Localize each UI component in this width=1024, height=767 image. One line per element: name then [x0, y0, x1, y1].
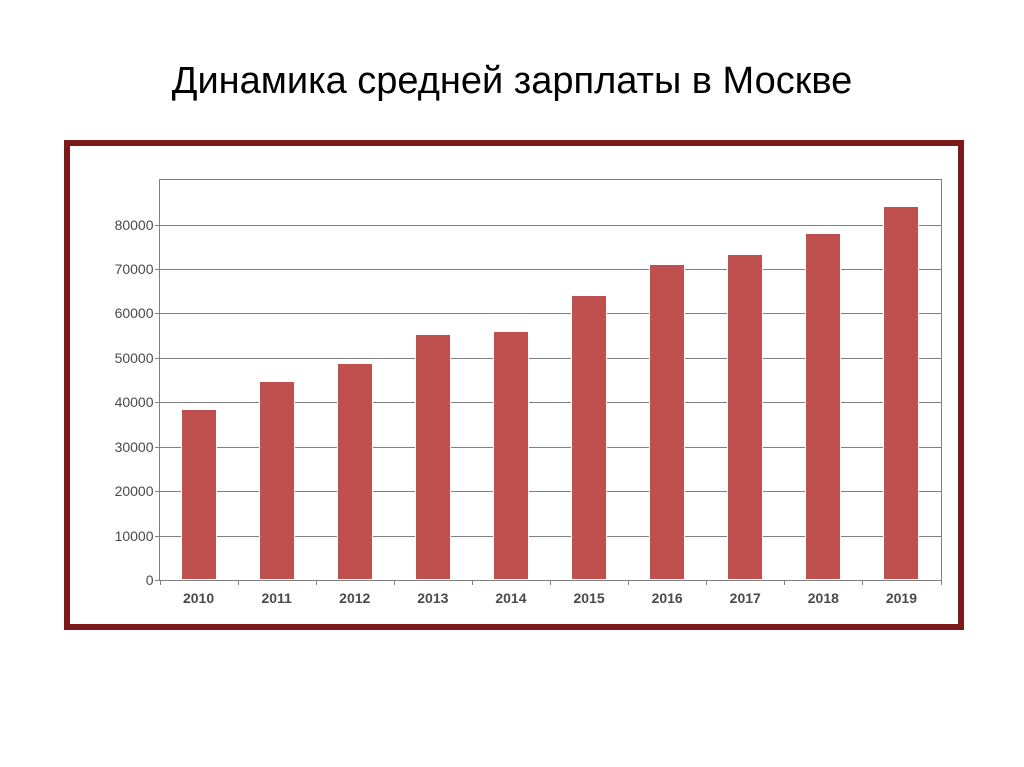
ytick-label: 0 — [146, 572, 160, 588]
xtick-mark — [706, 580, 707, 585]
xtick-label: 2011 — [261, 580, 291, 606]
xtick-mark — [862, 580, 863, 585]
xtick-mark — [394, 580, 395, 585]
bar — [649, 264, 685, 580]
xtick-mark — [941, 580, 942, 585]
ytick-label: 40000 — [115, 394, 160, 410]
ytick-label: 50000 — [115, 350, 160, 366]
xtick-label: 2010 — [183, 580, 214, 606]
xtick-mark — [316, 580, 317, 585]
bar — [493, 331, 529, 580]
xtick-label: 2013 — [417, 580, 448, 606]
xtick-label: 2016 — [652, 580, 683, 606]
plot-area: 0100002000030000400005000060000700008000… — [159, 179, 942, 581]
bar — [571, 295, 607, 580]
bar — [805, 233, 841, 580]
xtick-label: 2014 — [495, 580, 526, 606]
ytick-label: 60000 — [115, 305, 160, 321]
plot-region: 0100002000030000400005000060000700008000… — [159, 179, 942, 581]
bar — [883, 206, 919, 580]
page-title: Динамика средней зарплаты в Москве — [0, 60, 1024, 103]
xtick-label: 2017 — [730, 580, 761, 606]
ytick-label: 70000 — [115, 261, 160, 277]
xtick-mark — [160, 580, 161, 585]
xtick-label: 2018 — [808, 580, 839, 606]
ytick-label: 30000 — [115, 439, 160, 455]
xtick-mark — [238, 580, 239, 585]
xtick-label: 2012 — [339, 580, 370, 606]
page: Динамика средней зарплаты в Москве 0 1000… — [0, 0, 1024, 767]
xtick-label: 2015 — [573, 580, 604, 606]
gridline — [160, 225, 941, 226]
ytick-label: 80000 — [115, 217, 160, 233]
bar — [727, 254, 763, 580]
chart-frame: 0 10000 20000 30000 40000 50000 60000 70000 8000… — [64, 140, 964, 630]
bar — [181, 409, 217, 580]
xtick-mark — [472, 580, 473, 585]
xtick-mark — [784, 580, 785, 585]
bar — [259, 381, 295, 580]
bar — [415, 334, 451, 580]
ytick-label: 20000 — [115, 483, 160, 499]
bar — [337, 363, 373, 580]
xtick-mark — [550, 580, 551, 585]
xtick-mark — [628, 580, 629, 585]
ytick-label: 10000 — [115, 528, 160, 544]
xtick-label: 2019 — [886, 580, 917, 606]
